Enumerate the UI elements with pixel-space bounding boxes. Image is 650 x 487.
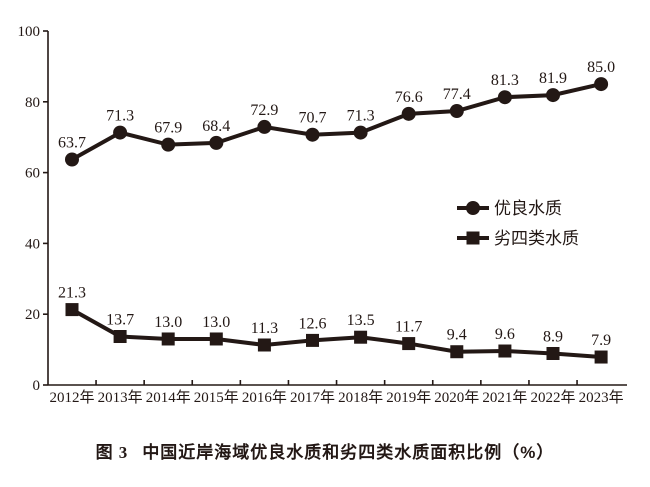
y-axis-tick-label: 0 [33, 378, 41, 394]
data-point-marker-square [354, 330, 368, 344]
x-axis-tick-label: 2017年 [290, 389, 335, 406]
value-label: 21.3 [58, 285, 86, 302]
data-point-marker-square [306, 333, 319, 347]
x-axis-tick-label: 2012年 [49, 389, 94, 406]
x-axis-tick-label: 2021年 [482, 389, 527, 406]
x-axis-tick-label: 2022年 [530, 389, 575, 406]
value-label: 81.3 [491, 72, 519, 89]
legend-marker-square [466, 231, 480, 245]
data-point-marker-circle [305, 127, 320, 142]
x-axis-tick-label: 2018年 [338, 389, 383, 406]
x-axis-tick-label: 2013年 [98, 389, 143, 406]
data-point-marker-square [594, 350, 608, 364]
legend-marker-circle [466, 201, 480, 215]
data-point-marker-circle [401, 106, 416, 121]
data-point-marker-circle [497, 90, 512, 105]
value-label: 8.9 [543, 328, 563, 345]
series-line-circle [71, 82, 602, 162]
x-axis-tick-label: 2015年 [194, 389, 239, 406]
value-label: 7.9 [591, 332, 611, 349]
data-point-marker-square [450, 345, 464, 359]
data-point-marker-square [161, 332, 175, 346]
y-axis-tick-label: 40 [25, 236, 40, 252]
data-point-marker-circle [161, 137, 176, 152]
y-axis-tick-label: 20 [25, 307, 40, 323]
figure-caption: 图 3 中国近岸海域优良水质和劣四类水质面积比例（%） [0, 438, 650, 463]
series-line-square [71, 307, 602, 360]
data-point-marker-circle [353, 125, 368, 140]
data-point-marker-square [257, 338, 271, 352]
x-axis-tick-label: 2014年 [146, 389, 191, 406]
value-label: 13.5 [347, 312, 375, 329]
x-axis-tick-label: 2016年 [242, 389, 287, 406]
data-point-marker-circle [449, 104, 464, 119]
value-label: 11.3 [251, 320, 278, 337]
y-axis-tick-label: 80 [25, 95, 40, 111]
value-label: 72.9 [250, 102, 278, 119]
data-point-marker-circle [546, 88, 560, 103]
data-point-marker-square [402, 337, 416, 351]
value-label: 13.0 [202, 314, 230, 331]
x-axis-tick-label: 2023年 [579, 389, 624, 406]
value-label: 12.6 [299, 315, 327, 332]
y-axis-tick-label: 100 [18, 24, 41, 40]
value-label: 11.7 [395, 319, 422, 336]
value-label: 71.3 [347, 108, 375, 125]
data-point-marker-circle [65, 152, 79, 167]
value-label: 67.9 [154, 120, 182, 137]
value-label: 13.0 [154, 314, 182, 331]
value-label: 71.3 [106, 108, 134, 125]
y-axis-tick-label: 60 [25, 166, 40, 182]
legend-label: 优良水质 [494, 199, 562, 218]
data-point-marker-square [113, 330, 127, 344]
value-label: 81.9 [539, 70, 567, 87]
value-label: 68.4 [202, 118, 230, 135]
x-axis-tick-label: 2020年 [434, 389, 479, 406]
value-label: 13.7 [106, 312, 134, 329]
line-chart: 0 20 40 60 80 100 2012年 2013年 2014年 2015年 2016年 201… [18, 24, 627, 406]
figure-caption-label: 图 3 [95, 443, 129, 462]
data-point-marker-circle [257, 119, 272, 134]
value-label: 77.4 [443, 86, 471, 103]
value-label: 9.4 [447, 327, 467, 344]
value-label: 63.7 [58, 135, 86, 152]
data-point-marker-square [498, 344, 512, 358]
data-point-marker-circle [594, 77, 609, 92]
data-point-marker-square [209, 332, 223, 346]
figure-caption-title: 中国近岸海域优良水质和劣四类水质面积比例（%） [142, 443, 555, 462]
value-label: 76.6 [395, 89, 423, 106]
value-label: 70.7 [299, 110, 327, 127]
value-label: 9.6 [495, 326, 515, 343]
value-label: 85.0 [587, 59, 615, 76]
data-point-marker-circle [113, 125, 128, 140]
x-axis-tick-label: 2019年 [386, 389, 431, 406]
legend-label: 劣四类水质 [494, 229, 579, 248]
data-point-marker-circle [209, 135, 224, 150]
data-point-marker-square [65, 303, 79, 317]
data-point-marker-square [546, 346, 560, 360]
